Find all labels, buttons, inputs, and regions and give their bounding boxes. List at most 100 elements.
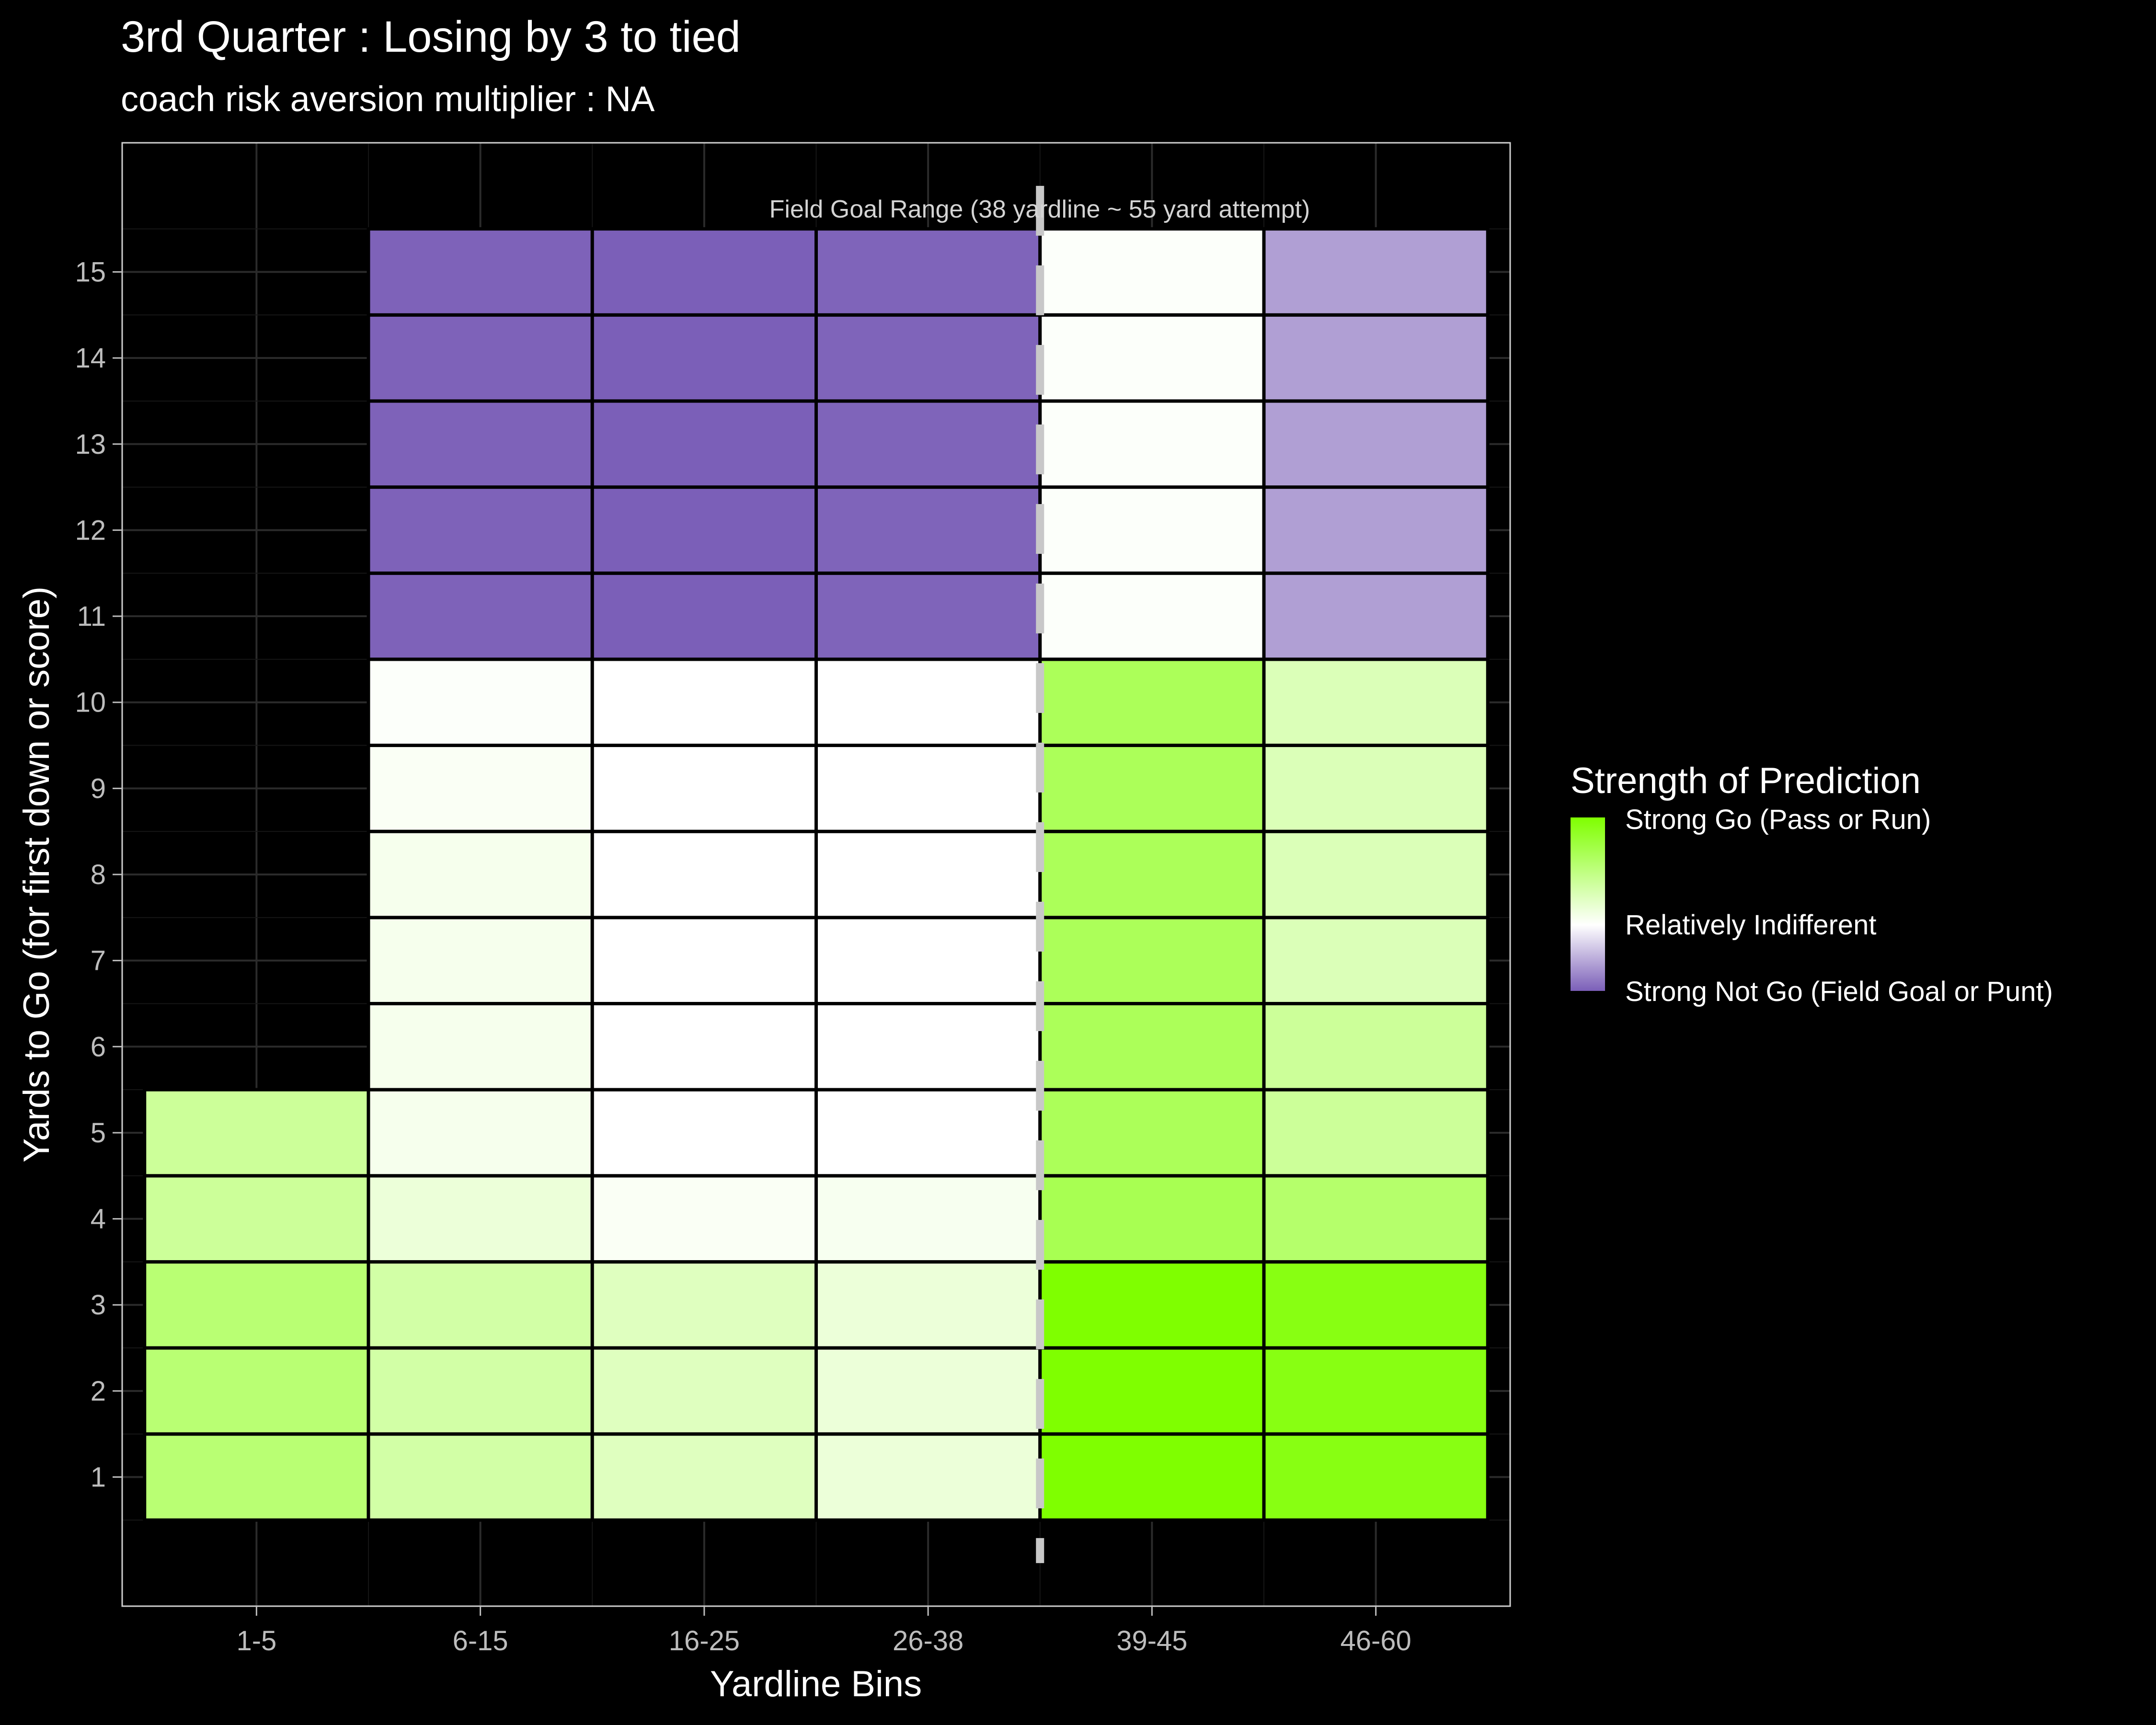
heatmap-cell [814,744,1042,833]
heatmap-cell [1262,829,1490,920]
heatmap-cell [814,1088,1042,1178]
heatmap-cell [590,1260,818,1350]
heatmap-cell [1262,1088,1490,1178]
heatmap-cell [367,1260,594,1350]
y-tick-label: 15 [75,256,106,288]
heatmap-cells [143,227,1490,1522]
heatmap-cell [1262,1174,1490,1264]
heatmap-cell [1038,657,1266,748]
heatmap-cell [814,227,1042,317]
heatmap-cell [814,571,1042,661]
heatmap-cell [590,1174,818,1264]
y-tick-label: 6 [91,1031,106,1062]
heatmap-cell [1262,1432,1490,1522]
heatmap-cell [143,1346,370,1436]
heatmap-cell [1038,1088,1266,1178]
x-tick-label: 1-5 [236,1625,276,1656]
field-goal-range-label: Field Goal Range (38 yardline ~ 55 yard … [769,196,1310,223]
x-axis-ticks: 1-5 6-15 16-25 26-38 39-45 46-60 [236,1606,1411,1656]
heatmap-cell [367,571,594,661]
heatmap-cell [367,657,594,748]
y-tick-label: 8 [91,859,106,890]
y-tick-label: 12 [75,515,106,546]
heatmap-cell [814,829,1042,920]
heatmap-cell [143,1088,370,1178]
heatmap-cell [367,313,594,403]
heatmap-cell [1262,657,1490,748]
heatmap-cell [143,1260,370,1350]
heatmap-cell [367,1001,594,1092]
heatmap-cell [367,399,594,489]
heatmap-cell [590,485,818,575]
y-tick-label: 14 [75,343,106,374]
y-tick-label: 13 [75,429,106,460]
heatmap-cell [590,1346,818,1436]
chart-title: 3rd Quarter : Losing by 3 to tied [121,12,741,61]
heatmap-cell [814,1346,1042,1436]
heatmap-cell [590,1088,818,1178]
heatmap-cell [1038,571,1266,661]
x-axis-title: Yardline Bins [710,1664,922,1704]
heatmap-cell [1262,916,1490,1005]
heatmap-cell [367,744,594,833]
heatmap-cell [1262,313,1490,403]
heatmap-cell [367,1088,594,1178]
heatmap-cell [367,227,594,317]
heatmap-cell [590,399,818,489]
x-tick-label: 26-38 [893,1625,963,1656]
heatmap-cell [814,916,1042,1005]
heatmap-cell [814,657,1042,748]
heatmap-cell [814,1432,1042,1522]
y-tick-label: 11 [77,601,106,632]
heatmap-cell [814,1174,1042,1264]
heatmap-cell [1038,744,1266,833]
heatmap-cell [590,227,818,317]
heatmap-cell [814,485,1042,575]
heatmap-cell [590,744,818,833]
heatmap-cell [590,571,818,661]
x-tick-label: 46-60 [1340,1625,1411,1656]
heatmap-cell [367,1346,594,1436]
heatmap-cell [814,313,1042,403]
chart-subtitle: coach risk aversion multiplier : NA [121,79,655,119]
y-tick-label: 5 [91,1117,106,1149]
legend-label-strong-not-go: Strong Not Go (Field Goal or Punt) [1625,976,2053,1007]
heatmap-cell [1262,227,1490,317]
legend-label-indifferent: Relatively Indifferent [1625,909,1876,941]
heatmap-cell [143,1174,370,1264]
heatmap-cell [1262,1001,1490,1092]
y-tick-label: 3 [91,1289,106,1321]
heatmap-cell [590,657,818,748]
heatmap-cell [590,1001,818,1092]
heatmap-cell [1262,485,1490,575]
heatmap-cell [143,1432,370,1522]
heatmap-cell [1038,1260,1266,1350]
heatmap-cell [1038,1432,1266,1522]
heatmap-cell [814,399,1042,489]
heatmap-cell [1038,829,1266,920]
heatmap-cell [1038,399,1266,489]
legend-colorbar [1571,817,1605,991]
y-axis-title: Yards to Go (for first down or score) [16,586,57,1162]
heatmap-cell [367,829,594,920]
heatmap-cell [367,916,594,1005]
heatmap-cell [814,1001,1042,1092]
y-tick-label: 10 [75,687,106,718]
heatmap-cell [1262,744,1490,833]
heatmap-cell [1038,313,1266,403]
heatmap-cell [814,1260,1042,1350]
heatmap-cell [590,1432,818,1522]
heatmap-cell [1262,1260,1490,1350]
heatmap-cell [1038,1346,1266,1436]
heatmap-cell [1038,1174,1266,1264]
y-tick-label: 9 [91,773,106,804]
heatmap-cell [590,916,818,1005]
x-tick-label: 16-25 [669,1625,740,1656]
legend-title: Strength of Prediction [1571,760,1921,801]
legend-label-strong-go: Strong Go (Pass or Run) [1625,804,1931,835]
heatmap-cell [590,313,818,403]
heatmap-cell [1038,1001,1266,1092]
heatmap-cell [367,1432,594,1522]
